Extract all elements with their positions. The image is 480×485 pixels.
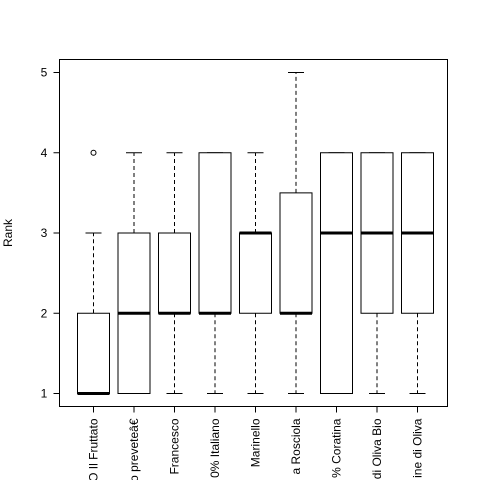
iqr-box: [279, 192, 313, 314]
y-axis: 1 2 3 4 5: [41, 66, 60, 401]
box-1: [77, 149, 110, 395]
box-8: [360, 152, 394, 394]
iqr-box: [320, 152, 353, 394]
x-tick-label: 0% Italiano: [208, 418, 222, 478]
boxes-group: [77, 72, 434, 395]
x-tick-label: Francesco: [168, 418, 182, 474]
y-tick-label: 2: [41, 306, 48, 320]
y-axis-label: Rank: [1, 218, 15, 247]
outlier-point: [90, 149, 97, 156]
box-6: [279, 72, 313, 394]
x-tick-label: a Rosciola: [289, 418, 303, 474]
x-tick-label: O Il Fruttato: [87, 418, 101, 480]
box-4: [198, 152, 232, 394]
plot-frame: [59, 59, 448, 407]
box-9: [401, 152, 434, 394]
y-tick-label: 3: [41, 226, 48, 240]
x-tick-label: ine di Oliva: [411, 418, 425, 478]
y-tick-label: 5: [41, 66, 48, 80]
box-5: [239, 152, 272, 394]
x-axis: O Il Fruttato o preveteâ€ Francesco 0% Ital…: [87, 406, 425, 482]
x-tick-label: % Coratina: [330, 418, 344, 478]
iqr-box: [239, 232, 272, 314]
box-2: [117, 152, 151, 394]
iqr-box: [198, 152, 232, 314]
x-tick-label: di Oliva Bio: [370, 418, 384, 479]
iqr-box: [158, 232, 191, 314]
y-tick-label: 4: [41, 146, 48, 160]
x-tick-label: Marinello: [249, 418, 263, 467]
iqr-box: [77, 312, 110, 394]
y-tick-label: 1: [41, 387, 48, 401]
x-tick-label: o preveteâ€: [127, 418, 141, 480]
box-3: [158, 152, 191, 394]
box-7: [320, 152, 353, 394]
